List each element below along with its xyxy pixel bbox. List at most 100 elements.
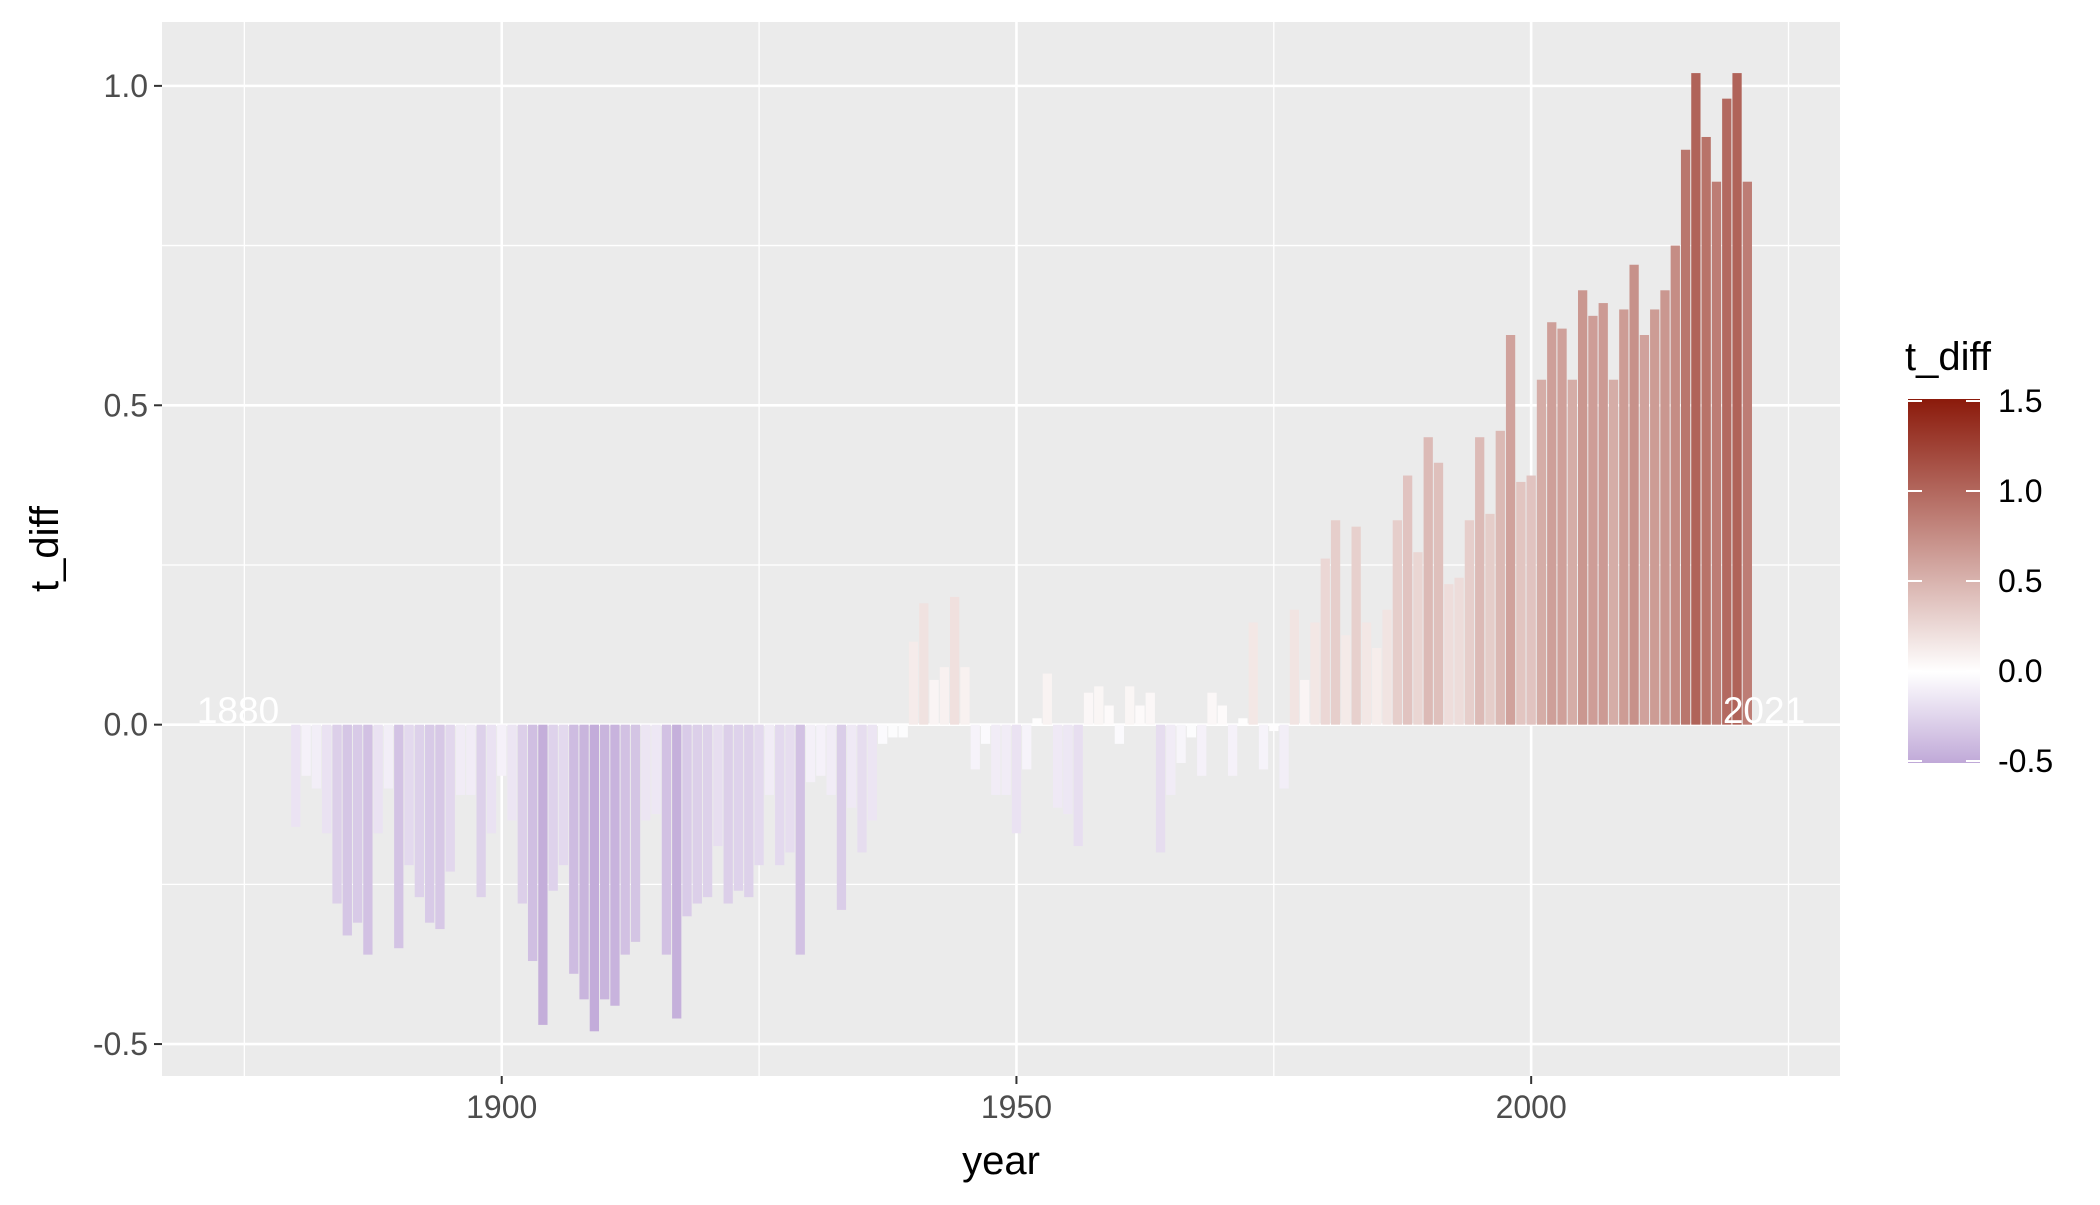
bar-1903 [527, 724, 538, 962]
bar-1936 [867, 724, 877, 821]
bar-1953 [1042, 673, 1052, 725]
axes: 1900 1950 2000 -0.5 0.0 0.5 1.0 [93, 68, 1567, 1125]
bar-1929 [795, 724, 805, 955]
bar-1910 [600, 724, 610, 1000]
bar-1992 [1444, 584, 1454, 725]
bar-2000 [1526, 475, 1536, 725]
bar-1930 [805, 724, 816, 783]
bar-1885 [342, 724, 352, 936]
bar-1949 [1001, 724, 1011, 795]
bar-1981 [1330, 520, 1341, 725]
bar-2012 [1650, 309, 1660, 725]
bar-1962 [1135, 705, 1145, 725]
bar-1944 [950, 596, 960, 725]
bar-1896 [455, 724, 466, 795]
bar-2013 [1660, 290, 1670, 725]
bar-1986 [1382, 609, 1392, 725]
bar-1928 [785, 724, 795, 853]
bar-1954 [1052, 724, 1063, 808]
legend-tick-label: -0.5 [1998, 743, 2053, 779]
bar-1997 [1495, 430, 1505, 725]
bar-1897 [466, 724, 476, 795]
bar-2004 [1567, 379, 1577, 725]
bar-1980 [1320, 558, 1330, 725]
bar-2021 [1742, 181, 1752, 725]
bar-1900 [497, 724, 507, 776]
bar-1924 [744, 724, 754, 898]
bar-1909 [589, 724, 600, 1032]
x-tick-label: 2000 [1496, 1089, 1567, 1125]
bar-1940 [908, 641, 919, 725]
bar-1955 [1063, 724, 1073, 815]
bar-1883 [322, 724, 332, 834]
bar-2010 [1629, 264, 1639, 725]
bar-2018 [1711, 181, 1722, 725]
bar-2014 [1670, 245, 1680, 725]
bar-1995 [1475, 437, 1485, 725]
bar-1886 [352, 724, 363, 923]
bar-1889 [383, 724, 394, 789]
bar-1982 [1341, 635, 1351, 725]
bar-1972 [1238, 718, 1248, 725]
bar-1913 [630, 724, 641, 942]
bar-1890 [394, 724, 404, 949]
bar-1959 [1104, 705, 1114, 725]
x-tick-label: 1950 [981, 1089, 1052, 1125]
bar-1931 [816, 724, 826, 776]
bar-1968 [1197, 724, 1207, 776]
bar-1975 [1269, 724, 1279, 732]
bar-1918 [682, 724, 692, 917]
bar-1946 [970, 724, 980, 770]
bar-1994 [1464, 520, 1475, 725]
bar-1905 [548, 724, 558, 891]
bar-1933 [836, 724, 847, 910]
bar-1923 [733, 724, 744, 891]
legend: t_diff 1.5 1.0 0.5 0.0 -0.5 [1905, 335, 2053, 779]
bar-2011 [1639, 335, 1650, 725]
bar-2017 [1701, 136, 1711, 725]
bar-1996 [1485, 513, 1495, 725]
bar-1934 [847, 724, 857, 808]
bar-1964 [1155, 724, 1166, 853]
bar-1943 [939, 667, 950, 725]
bar-1919 [692, 724, 702, 904]
bar-2007 [1598, 303, 1608, 725]
bar-1988 [1402, 475, 1413, 725]
bar-1984 [1361, 622, 1372, 725]
legend-tick-label: 0.0 [1998, 653, 2042, 689]
bar-1892 [414, 724, 424, 898]
bar-1965 [1166, 724, 1176, 795]
bar-1998 [1505, 335, 1516, 725]
bar-2015 [1680, 149, 1691, 725]
bar-1978 [1300, 679, 1310, 725]
bar-1985 [1372, 648, 1382, 725]
bar-2003 [1557, 328, 1567, 725]
bar-1888 [373, 724, 383, 834]
bar-1971 [1227, 724, 1238, 776]
bar-1941 [919, 603, 929, 725]
bar-2020 [1732, 73, 1742, 725]
bar-1880 [291, 724, 301, 827]
bar-1974 [1258, 724, 1269, 770]
bar-2009 [1619, 309, 1629, 725]
legend-tick-label: 1.0 [1998, 473, 2042, 509]
bar-1917 [672, 724, 682, 1019]
x-axis-label: year [962, 1139, 1040, 1183]
bar-1948 [991, 724, 1001, 795]
bar-1895 [445, 724, 455, 872]
bar-1907 [569, 724, 579, 974]
annotations: 1880 2021 [197, 690, 1805, 731]
bar-2001 [1536, 379, 1547, 725]
bar-1893 [425, 724, 435, 923]
y-axis-label: t_diff [23, 505, 67, 592]
bar-1957 [1083, 692, 1094, 725]
bar-1956 [1073, 724, 1083, 847]
bar-1937 [877, 724, 888, 744]
bar-1911 [610, 724, 620, 1006]
bar-1902 [517, 724, 527, 904]
bar-1960 [1114, 724, 1125, 744]
bar-1969 [1207, 692, 1217, 725]
bar-1891 [404, 724, 414, 866]
